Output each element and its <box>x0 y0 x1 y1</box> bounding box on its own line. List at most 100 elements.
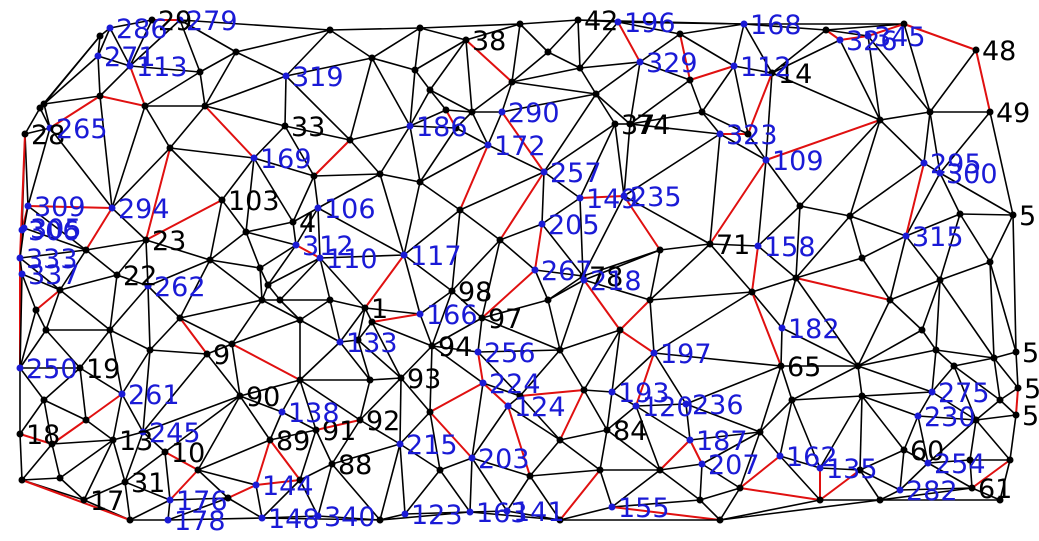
node-label-186: 186 <box>416 112 468 143</box>
edge <box>331 419 361 465</box>
edge <box>35 309 47 331</box>
edge <box>519 349 561 397</box>
node <box>82 246 90 254</box>
node-label-323: 323 <box>726 120 778 151</box>
highlight-edge <box>227 484 257 499</box>
edge <box>259 267 263 301</box>
highlight-edge <box>255 479 301 486</box>
edge <box>899 449 905 491</box>
edge <box>999 399 1017 416</box>
highlight-edge <box>689 439 703 465</box>
node-17 <box>80 496 88 504</box>
highlight-edge <box>747 72 773 135</box>
node <box>40 396 48 404</box>
edge <box>923 111 931 164</box>
edge <box>331 463 381 521</box>
edge <box>861 395 905 451</box>
node-178 <box>164 516 172 524</box>
edge <box>635 405 691 441</box>
highlight-edge <box>709 159 767 245</box>
node-37 <box>611 120 619 128</box>
node <box>258 296 266 304</box>
node-53 <box>1014 384 1022 392</box>
edge <box>357 339 402 379</box>
edge <box>701 431 761 465</box>
node <box>201 102 209 110</box>
node <box>276 296 284 304</box>
node <box>376 516 384 524</box>
edge <box>701 111 749 135</box>
node-203 <box>468 454 476 462</box>
edge <box>917 391 933 417</box>
edge <box>169 147 223 201</box>
edge <box>179 299 263 319</box>
node-label-51: 51 <box>1019 201 1039 232</box>
edge <box>469 511 561 521</box>
node-label-13: 13 <box>119 426 153 457</box>
edge <box>109 19 153 29</box>
edge <box>142 395 241 433</box>
edge <box>59 439 114 479</box>
edge <box>109 27 131 67</box>
edge <box>279 299 301 321</box>
edge <box>579 197 584 277</box>
edge <box>21 273 61 291</box>
edge <box>439 457 473 471</box>
node <box>686 76 694 84</box>
edge <box>743 23 773 74</box>
edge <box>889 279 941 301</box>
edge <box>649 249 661 301</box>
edge <box>903 415 919 451</box>
edge <box>857 365 933 393</box>
edge <box>635 405 661 471</box>
edge <box>109 285 149 331</box>
edge <box>144 105 171 149</box>
node-29 <box>148 16 156 24</box>
edge <box>577 19 619 23</box>
node <box>206 256 214 264</box>
highlight-edge <box>635 352 655 407</box>
edge <box>780 327 783 367</box>
edge <box>861 391 933 397</box>
edge <box>795 205 801 279</box>
edge <box>239 379 301 397</box>
edge <box>329 299 341 343</box>
edge <box>921 279 941 331</box>
node <box>876 116 884 124</box>
edge <box>19 257 61 291</box>
node-label-84: 84 <box>613 416 647 447</box>
node-58 <box>1012 411 1020 419</box>
edge <box>371 321 402 379</box>
edge <box>285 57 373 77</box>
edge <box>771 29 827 74</box>
edge <box>245 221 294 233</box>
edge <box>419 23 521 29</box>
edge <box>733 65 749 135</box>
edge <box>292 175 315 223</box>
edge <box>339 341 371 381</box>
node-label-261: 261 <box>128 380 180 411</box>
edge <box>917 415 977 421</box>
node <box>736 484 744 492</box>
node <box>426 86 434 94</box>
edge <box>583 279 651 301</box>
node-113 <box>126 62 134 70</box>
highlight-edge <box>255 439 271 486</box>
node-label-168: 168 <box>750 10 802 41</box>
edge <box>465 23 521 41</box>
highlight-edge <box>619 299 651 331</box>
edge <box>455 127 489 146</box>
edge <box>541 171 545 225</box>
node-label-120: 120 <box>642 392 694 423</box>
edge <box>21 477 61 481</box>
edge <box>409 89 431 127</box>
edge <box>253 125 286 159</box>
edge <box>109 274 118 331</box>
node-196 <box>614 18 622 26</box>
node-label-138: 138 <box>288 398 340 429</box>
edge <box>765 159 801 207</box>
edge <box>559 506 613 521</box>
highlight-edge <box>169 469 199 501</box>
node-label-4: 4 <box>299 208 316 239</box>
